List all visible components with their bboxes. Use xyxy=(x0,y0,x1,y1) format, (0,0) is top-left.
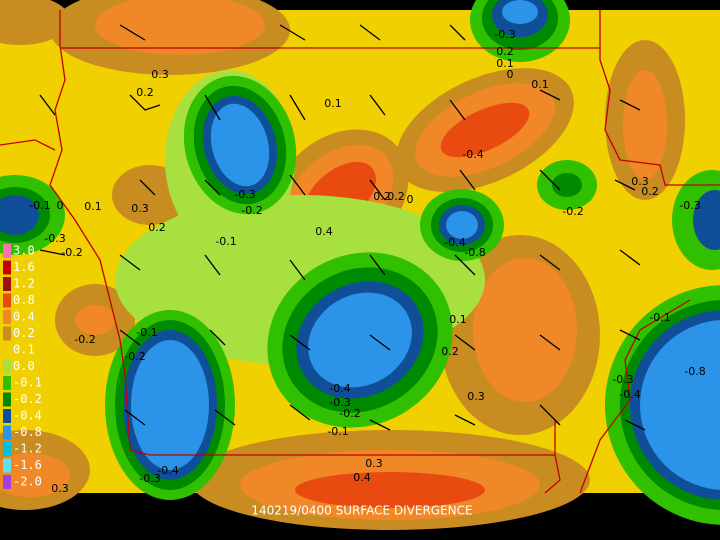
contour-label: -0.1 xyxy=(649,311,670,324)
contour-label: 0.2 xyxy=(441,345,459,358)
contour-label: -0.3 xyxy=(329,396,350,409)
contour-label: 0.1 xyxy=(84,200,102,213)
contour-label: 0.1 xyxy=(324,97,342,110)
contour-label: -0.3 xyxy=(612,373,633,386)
legend-swatch xyxy=(3,244,11,258)
contour-label: 0.2 xyxy=(373,190,391,203)
legend-swatch xyxy=(3,376,11,390)
legend-label: -0.1 xyxy=(13,376,42,390)
legend-swatch xyxy=(3,310,11,324)
legend-label: -1.2 xyxy=(13,442,42,456)
legend-swatch xyxy=(3,475,11,489)
contour-label: -0.4 xyxy=(444,236,465,249)
contour-label: 0.1 xyxy=(531,78,549,91)
contour-label: -0.1 xyxy=(327,425,348,438)
contour-label: 0.3 xyxy=(365,457,383,470)
contour-label: -0.2 xyxy=(241,204,262,217)
legend-label: 0.2 xyxy=(13,326,35,340)
legend-swatch xyxy=(3,425,11,440)
legend-swatch xyxy=(3,409,11,423)
legend-label: -1.6 xyxy=(13,458,42,472)
legend-swatch xyxy=(3,392,11,407)
contour-label: -0.2 xyxy=(562,205,583,218)
contour-labels: -0.30.20.100.30.20.10.1-0.40.30.2-0.1 0 0.… xyxy=(29,28,705,495)
legend-label: 1.6 xyxy=(13,260,35,274)
contour-label: -0.1 xyxy=(136,326,157,339)
contour-label: 0.3 xyxy=(151,68,169,81)
contour-label: -0.8 xyxy=(684,365,705,378)
contour-label: 0.2 xyxy=(387,190,405,203)
legend-swatch xyxy=(3,326,11,341)
contour-label: 0.2 xyxy=(496,45,514,58)
contour-label: 0.4 xyxy=(315,225,333,238)
legend-swatch xyxy=(3,293,11,308)
contour-label: 0 xyxy=(507,68,514,81)
contour-label: -0.4 xyxy=(619,388,640,401)
wind-barbs xyxy=(39,24,646,431)
contour-label: 0.3 xyxy=(51,482,69,495)
contour-label: 0.1 xyxy=(449,313,467,326)
legend-label: 1.2 xyxy=(13,277,35,291)
contour-label: 0.1 xyxy=(496,57,514,70)
contour-label: 0.3 xyxy=(631,175,649,188)
contour-label: 0.3 xyxy=(131,202,149,215)
contour-label: -0.1 xyxy=(215,235,236,248)
contour-label: -0.2 xyxy=(74,333,95,346)
contour-label: 0.4 xyxy=(353,471,371,484)
legend-swatch xyxy=(3,260,11,275)
legend-swatch xyxy=(3,343,11,357)
contour-label: -0.2 xyxy=(124,350,145,363)
legend-swatch xyxy=(3,458,11,473)
legend-label: 0.4 xyxy=(13,310,35,324)
contour-label: -0.3 xyxy=(494,28,515,41)
contour-label: -0.2 xyxy=(339,407,360,420)
contour-label: -0.2 xyxy=(61,246,82,259)
contour-label: -0.4 xyxy=(329,382,350,395)
contour-label: 0.2 xyxy=(136,86,154,99)
legend-swatch xyxy=(3,442,11,456)
contour-label: -0.3 xyxy=(44,232,65,245)
legend-swatch xyxy=(3,359,11,374)
contour-label: 0.2 xyxy=(641,185,659,198)
legend-label: -0.4 xyxy=(13,409,42,423)
legend-label: -0.8 xyxy=(13,425,42,439)
legend: 3.0 1.6 1.2 0.8 0.4 0.2 0.1 0.0 -0.1 -0.2 -0.4 -0.8… xyxy=(3,244,42,489)
contour-label: -0.8 xyxy=(464,246,485,259)
contour-label: -0.3 xyxy=(234,188,255,201)
legend-label: 3.0 xyxy=(13,244,35,258)
contour-label: -0.4 xyxy=(157,464,178,477)
legend-label: 0.0 xyxy=(13,359,35,373)
contour-label: -0.4 xyxy=(462,148,483,161)
contour-label: 0.3 xyxy=(467,390,485,403)
contour-label: -0.3 xyxy=(139,472,160,485)
state-borders xyxy=(0,10,720,494)
contour-label: -0.3 xyxy=(679,199,700,212)
contour-label: -0.1 xyxy=(29,199,50,212)
legend-swatch xyxy=(3,277,11,291)
caption: 140219/0400 SURFACE DIVERGENCE xyxy=(251,504,472,518)
legend-label: -2.0 xyxy=(13,475,42,489)
legend-label: 0.8 xyxy=(13,293,35,307)
contour-label: 0.2 xyxy=(148,221,166,234)
contour-label: 0 xyxy=(407,193,414,206)
legend-label: -0.2 xyxy=(13,392,42,406)
legend-label: 0.1 xyxy=(13,343,35,357)
contour-label: 0 xyxy=(57,199,64,212)
